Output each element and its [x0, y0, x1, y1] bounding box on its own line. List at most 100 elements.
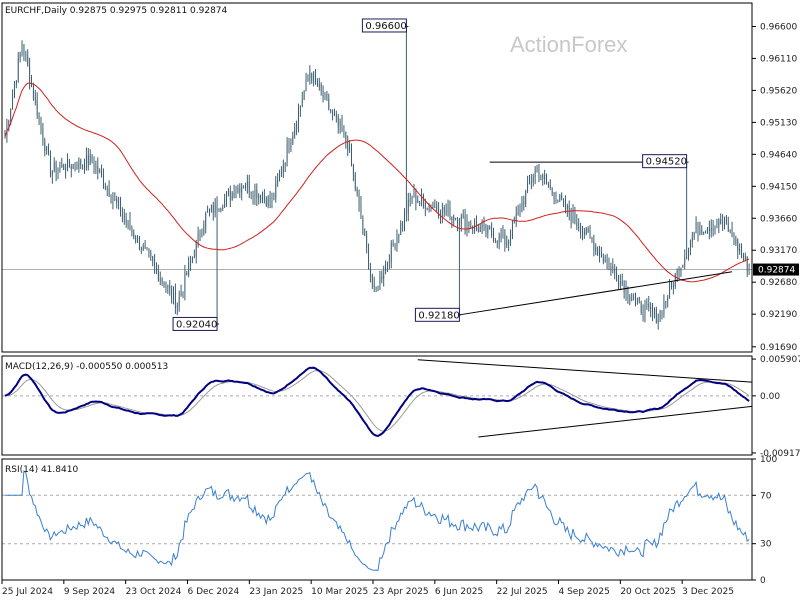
candle-body — [606, 259, 608, 262]
rsi-title: RSI(14) 41.8410 — [5, 465, 78, 475]
candle-body — [34, 97, 36, 100]
candle-body — [631, 299, 633, 301]
candle-body — [720, 218, 722, 224]
price-trendlines — [459, 161, 733, 316]
candle-body — [345, 132, 347, 142]
candle-body — [150, 252, 152, 257]
candle-body — [585, 227, 587, 235]
candle-body — [360, 204, 362, 219]
candle-body — [36, 99, 38, 116]
candle-body — [192, 257, 193, 262]
candle-body — [176, 305, 178, 308]
candle-body — [602, 257, 604, 262]
candle-body — [146, 247, 148, 249]
candle-body — [559, 195, 561, 201]
candle-body — [235, 192, 237, 198]
candle-body — [428, 204, 430, 209]
candle-body — [281, 173, 282, 175]
time-tick-label: 20 Oct 2025 — [620, 587, 676, 597]
candle-body — [555, 199, 557, 202]
candle-body — [563, 199, 564, 201]
candle-body — [565, 199, 566, 209]
candle-body — [313, 73, 315, 82]
candle-body — [140, 248, 142, 251]
candle-body — [402, 223, 404, 225]
candle-body — [21, 44, 23, 52]
candle-body — [748, 269, 750, 272]
candle-body — [451, 216, 453, 221]
candle-body — [375, 286, 377, 288]
candle-body — [142, 245, 144, 251]
macd-line — [4, 366, 750, 438]
candle-body — [538, 171, 540, 181]
candle-body — [676, 269, 678, 275]
candle-body — [534, 169, 536, 178]
time-tick-label: 23 Jan 2025 — [249, 587, 303, 597]
candle-body — [665, 301, 667, 303]
candle-body — [542, 174, 544, 179]
candle-body — [621, 281, 623, 285]
candle-body — [373, 283, 375, 287]
candle-body — [243, 186, 244, 188]
candle-body — [25, 54, 27, 56]
candle-body — [725, 216, 727, 224]
candle-body — [99, 170, 101, 172]
candle-body — [712, 227, 714, 231]
candle-body — [86, 155, 87, 169]
candle-body — [703, 232, 705, 234]
candle-body — [46, 146, 48, 152]
candle-body — [267, 196, 269, 206]
candle-body — [294, 127, 296, 136]
candle-body — [657, 319, 659, 323]
price-axis: 0.96600 0.96110 0.95620 0.95130 0.94640 0.941… — [752, 22, 799, 353]
candle-body — [178, 296, 180, 306]
candle-body — [371, 274, 373, 284]
candle-body — [368, 247, 369, 269]
candle-body — [705, 231, 706, 233]
candle-body — [173, 291, 174, 299]
candle-body — [38, 115, 40, 119]
candle-body — [510, 237, 511, 240]
candle-body — [241, 186, 243, 193]
candle-body — [411, 197, 413, 200]
candle-body — [127, 220, 129, 223]
candle-body — [332, 111, 333, 113]
candle-body — [40, 118, 42, 128]
price-tick-label: 0.92190 — [760, 310, 797, 320]
candle-body — [252, 193, 254, 197]
candles — [4, 26, 750, 330]
candle-body — [154, 261, 155, 266]
candle-body — [299, 105, 301, 110]
candle-body — [445, 211, 447, 213]
candle-body — [654, 308, 655, 313]
candle-body — [212, 205, 214, 214]
candle-body — [474, 222, 475, 230]
candle-body — [548, 183, 549, 187]
candle-body — [224, 198, 226, 208]
candle-body — [462, 215, 464, 217]
candle-body — [193, 256, 195, 258]
candle-body — [129, 220, 131, 230]
candle-body — [457, 218, 458, 225]
candle-body — [392, 243, 394, 245]
candle-body — [436, 206, 438, 211]
candle-body — [197, 233, 199, 241]
price-tick-label: 0.93660 — [760, 214, 797, 224]
candle-body — [27, 55, 29, 66]
macd-tick-label: 0.00 — [760, 392, 780, 402]
macd-trendline — [417, 359, 753, 383]
candle-body — [688, 249, 689, 258]
candle-body — [627, 287, 629, 298]
candle-body — [519, 210, 521, 212]
candle-body — [51, 170, 53, 176]
candle-body — [557, 200, 559, 202]
candle-body — [710, 227, 712, 232]
candle-body — [220, 208, 222, 211]
candle-body — [42, 127, 44, 141]
candle-body — [91, 155, 93, 161]
candle-body — [228, 191, 229, 193]
candle-body — [157, 269, 159, 281]
candle-body — [4, 133, 6, 137]
